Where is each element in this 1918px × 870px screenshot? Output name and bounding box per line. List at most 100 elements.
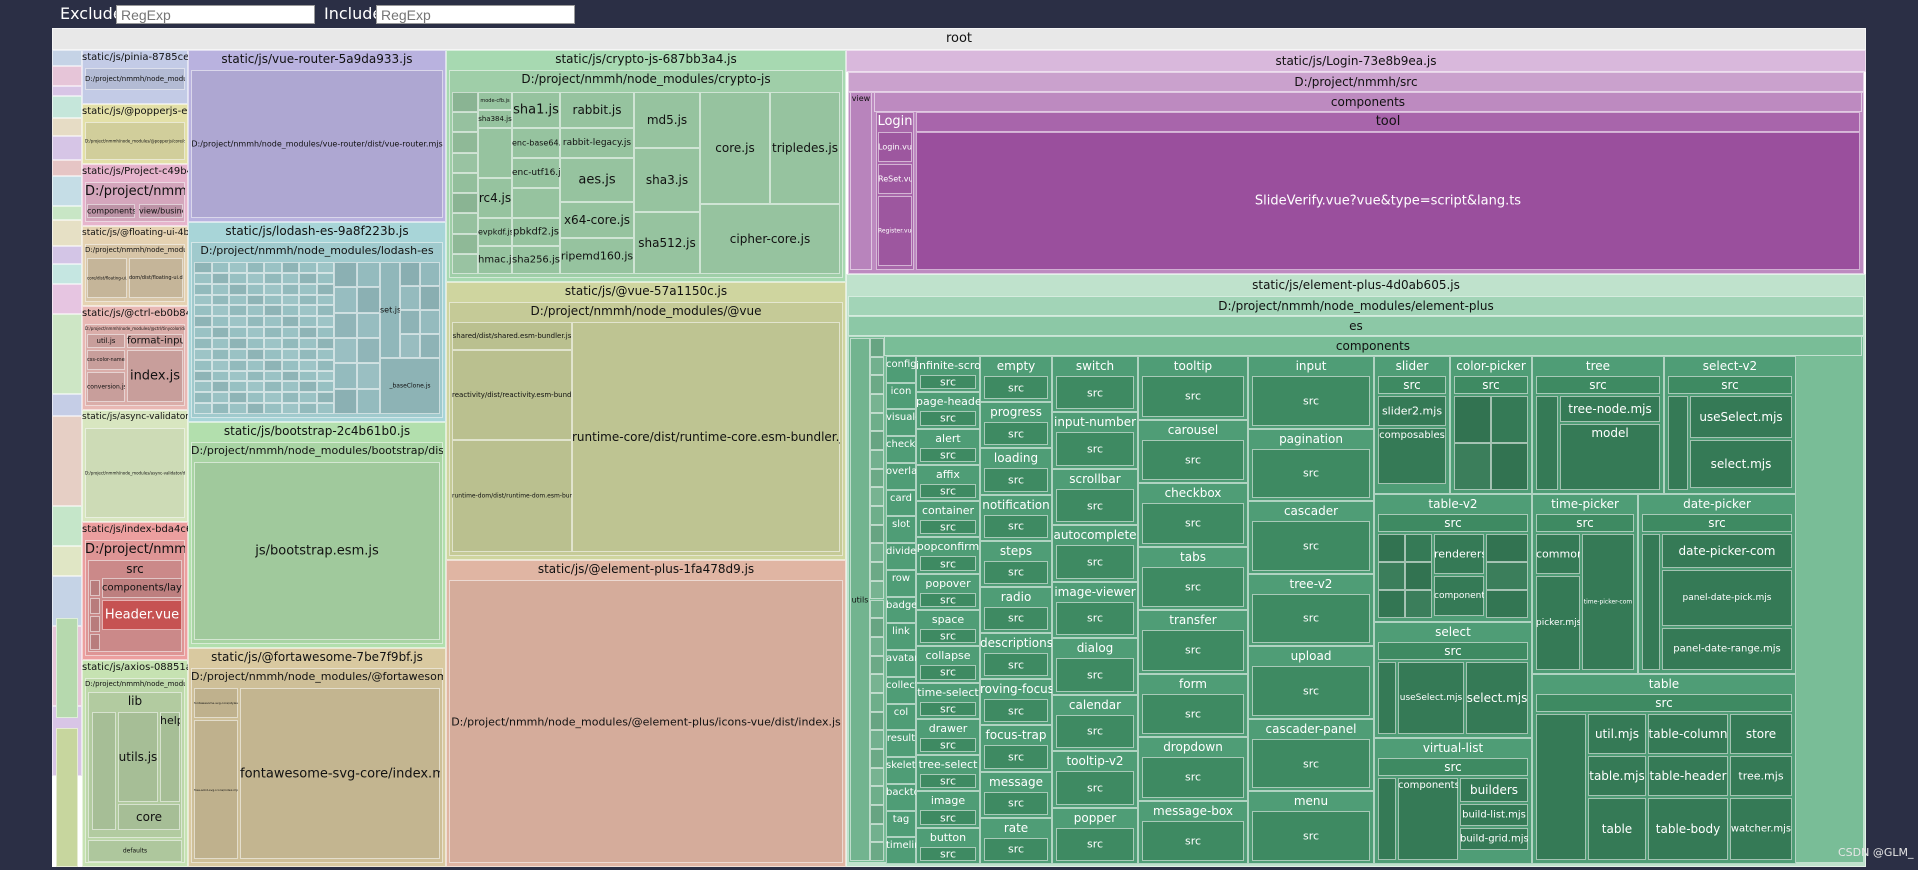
vue-runtime-core[interactable]: runtime-core/dist/runtime-core.esm-bundl… bbox=[572, 322, 840, 552]
crypto-evpkdf[interactable]: evpkdf.js bbox=[478, 218, 512, 246]
lodash-file[interactable] bbox=[316, 338, 334, 349]
ep-comp-src[interactable]: src bbox=[1056, 658, 1134, 692]
panel-date-pick[interactable]: panel-date-pick.mjs bbox=[1662, 570, 1792, 626]
tiny-bundle[interactable] bbox=[52, 160, 82, 176]
tiny-bundle[interactable] bbox=[52, 66, 82, 86]
index-small[interactable] bbox=[90, 634, 100, 650]
crypto-cipher-core[interactable]: cipher-core.js bbox=[700, 204, 840, 274]
slide-verify-vue[interactable]: SlideVerify.vue?vue&type=script&lang.ts bbox=[916, 132, 1860, 270]
lodash-file[interactable] bbox=[229, 370, 247, 382]
ep-comp-src[interactable]: src bbox=[1056, 601, 1134, 636]
ep-comp-src[interactable]: src bbox=[920, 629, 976, 644]
crypto-file[interactable] bbox=[452, 152, 478, 173]
ep-comp-src[interactable]: src bbox=[920, 737, 976, 753]
tiny-bundle[interactable] bbox=[52, 176, 82, 206]
lodash-file[interactable] bbox=[281, 348, 299, 360]
lodash-file[interactable] bbox=[316, 370, 334, 382]
ep-comp-overlay[interactable]: overlay bbox=[886, 462, 916, 490]
lodash-file[interactable] bbox=[229, 381, 247, 393]
lodash-file[interactable] bbox=[334, 287, 357, 313]
crypto-x64-core[interactable]: x64-core.js bbox=[560, 202, 634, 238]
crypto-file[interactable] bbox=[452, 112, 478, 133]
pinia-path[interactable]: D:/project/nmmh/node_modules/pinia bbox=[85, 68, 185, 90]
table-v2-file[interactable] bbox=[1486, 562, 1528, 590]
ctrl-css-color-names[interactable]: css-color-names.js bbox=[87, 350, 125, 370]
lodash-file[interactable] bbox=[211, 348, 229, 360]
crypto-md5[interactable]: md5.js bbox=[634, 92, 700, 148]
tiny-bundle[interactable] bbox=[52, 284, 82, 314]
element-plus-util-file[interactable] bbox=[870, 524, 884, 544]
element-plus-util-file[interactable] bbox=[870, 711, 884, 731]
table-v2-components[interactable]: components bbox=[1434, 576, 1484, 616]
element-plus-util-file[interactable] bbox=[870, 730, 884, 749]
element-plus-util-file[interactable] bbox=[870, 506, 884, 525]
lodash-file[interactable] bbox=[264, 403, 282, 414]
tiny-bundle[interactable] bbox=[52, 546, 82, 576]
element-plus-util-file[interactable] bbox=[870, 748, 884, 768]
lodash-file[interactable] bbox=[316, 348, 334, 360]
fortawesome-svg-core[interactable]: fontawesome-svg-core/index.mjs bbox=[240, 688, 440, 859]
lodash-file[interactable] bbox=[246, 348, 264, 360]
element-plus-util-file[interactable] bbox=[870, 394, 884, 413]
plugin-node[interactable] bbox=[56, 618, 78, 718]
lodash-file[interactable] bbox=[194, 392, 212, 404]
crypto-sha512[interactable]: sha512.js bbox=[634, 212, 700, 274]
ep-comp-col[interactable]: col bbox=[886, 703, 916, 731]
ep-comp-collection[interactable]: collection bbox=[886, 676, 916, 704]
ep-comp-src[interactable]: src bbox=[1378, 376, 1446, 394]
lodash-file[interactable] bbox=[229, 359, 247, 371]
element-plus-util-file[interactable] bbox=[870, 356, 884, 376]
lodash-file[interactable] bbox=[281, 359, 299, 371]
ep-comp-src[interactable]: src bbox=[1056, 714, 1134, 749]
element-plus-util-file[interactable] bbox=[870, 338, 884, 357]
lodash-file[interactable] bbox=[229, 262, 247, 273]
lodash-file[interactable] bbox=[246, 305, 264, 317]
ep-comp-src[interactable]: src bbox=[920, 774, 976, 789]
lodash-file[interactable] bbox=[211, 283, 229, 295]
ep-comp-src[interactable]: src bbox=[984, 745, 1048, 769]
lodash-file[interactable] bbox=[264, 392, 282, 404]
virtual-list-small[interactable] bbox=[1378, 778, 1396, 860]
ep-comp-src[interactable]: src bbox=[1252, 448, 1370, 499]
element-plus-util-file[interactable] bbox=[870, 804, 884, 824]
table-column[interactable]: table-column bbox=[1648, 714, 1728, 754]
tiny-bundle[interactable] bbox=[52, 220, 82, 246]
element-plus-util-file[interactable] bbox=[870, 636, 884, 656]
tiny-bundle[interactable] bbox=[52, 576, 82, 626]
crypto-small2[interactable] bbox=[512, 188, 560, 218]
vue-router-mjs[interactable]: D:/project/nmmh/node_modules/vue-router/… bbox=[191, 70, 443, 218]
lodash-file[interactable] bbox=[211, 359, 229, 371]
lodash-file[interactable] bbox=[316, 294, 334, 306]
lodash-file[interactable] bbox=[229, 272, 247, 284]
ep-comp-tag[interactable]: tag bbox=[886, 810, 916, 838]
lodash-file[interactable] bbox=[281, 316, 299, 328]
element-plus-util-file[interactable] bbox=[870, 562, 884, 581]
lodash-file[interactable] bbox=[357, 338, 380, 364]
lodash-file[interactable] bbox=[334, 338, 357, 364]
ctrl-index[interactable]: index.js bbox=[127, 350, 183, 402]
color-picker-file[interactable] bbox=[1491, 443, 1528, 490]
lodash-file[interactable] bbox=[229, 338, 247, 349]
ep-comp-src[interactable]: src bbox=[1252, 738, 1370, 789]
crypto-file[interactable] bbox=[452, 253, 478, 274]
reset-vue[interactable]: ReSet.vue bbox=[878, 164, 912, 194]
lodash-file[interactable] bbox=[229, 283, 247, 295]
lodash-file[interactable] bbox=[211, 392, 229, 404]
ep-comp-config-provider[interactable]: config-provider bbox=[886, 356, 916, 383]
ep-comp-src[interactable]: src bbox=[984, 699, 1048, 723]
lodash-baseclone[interactable]: _baseClone.js bbox=[380, 358, 440, 414]
lodash-file[interactable] bbox=[316, 381, 334, 393]
lodash-file[interactable] bbox=[299, 403, 317, 414]
lodash-file[interactable] bbox=[299, 283, 317, 295]
ep-comp-src[interactable]: src bbox=[1142, 630, 1244, 671]
lodash-file[interactable] bbox=[264, 338, 282, 349]
ep-comp-src[interactable]: src bbox=[920, 810, 976, 825]
lodash-file[interactable] bbox=[299, 348, 317, 360]
index-small[interactable] bbox=[90, 616, 100, 632]
fortawesome-free-solid[interactable]: free-solid-svg-icons/index.mjs bbox=[194, 720, 238, 859]
lodash-file[interactable] bbox=[194, 370, 212, 382]
ep-comp-src[interactable]: src bbox=[984, 791, 1048, 815]
ep-comp-icon[interactable]: icon bbox=[886, 382, 916, 410]
lodash-file[interactable] bbox=[299, 294, 317, 306]
ep-comp-slot[interactable]: slot bbox=[886, 516, 916, 544]
